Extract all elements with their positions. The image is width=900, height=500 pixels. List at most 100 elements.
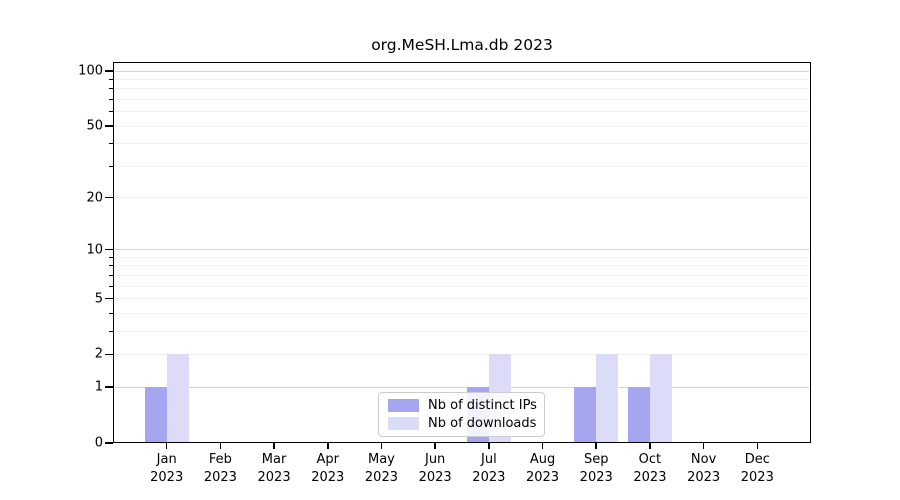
x-tick-month: Dec bbox=[744, 452, 770, 467]
y-tick bbox=[105, 386, 113, 388]
y-tick bbox=[105, 125, 113, 127]
x-tick-year: 2023 bbox=[257, 470, 291, 485]
legend-swatch-distinct-ips bbox=[388, 399, 419, 412]
gridline-minor bbox=[115, 256, 809, 258]
x-tick-month: Jun bbox=[424, 452, 446, 467]
gridline-minor bbox=[115, 88, 809, 90]
x-tick-month: May bbox=[368, 452, 395, 467]
gridline-minor bbox=[115, 312, 809, 314]
y-minor-tick bbox=[109, 165, 113, 167]
gridline-minor bbox=[115, 353, 809, 355]
gridline-major bbox=[115, 70, 809, 72]
bar-distinct-ips-jan bbox=[144, 387, 167, 443]
x-tick-label: Nov 2023 bbox=[672, 451, 736, 487]
x-tick-month: Nov bbox=[690, 452, 717, 467]
x-tick-label: Feb 2023 bbox=[188, 451, 252, 487]
x-tick-label: Dec 2023 bbox=[725, 451, 789, 487]
x-tick-month: Feb bbox=[208, 452, 232, 467]
gridline-minor bbox=[115, 125, 809, 127]
y-tick-label: 100 bbox=[78, 63, 103, 79]
x-tick-month: Mar bbox=[261, 452, 287, 467]
gridline-minor bbox=[115, 98, 809, 100]
x-tick-year: 2023 bbox=[311, 470, 345, 485]
x-tick bbox=[165, 443, 168, 449]
legend-item-distinct-ips: Nb of distinct IPs bbox=[388, 398, 538, 413]
x-tick-year: 2023 bbox=[364, 470, 398, 485]
y-minor-tick bbox=[109, 98, 113, 100]
x-tick-month: Apr bbox=[316, 452, 340, 467]
x-tick bbox=[380, 443, 383, 449]
y-minor-tick bbox=[109, 88, 113, 90]
legend-swatch-downloads bbox=[388, 417, 419, 430]
x-tick-label: Sep 2023 bbox=[564, 451, 628, 487]
gridline-major bbox=[115, 386, 809, 388]
y-tick bbox=[105, 70, 113, 72]
bar-downloads-sep bbox=[596, 354, 619, 443]
x-tick-year: 2023 bbox=[150, 470, 184, 485]
x-tick-year: 2023 bbox=[633, 470, 667, 485]
x-tick bbox=[434, 443, 436, 449]
x-tick-label: Jul 2023 bbox=[457, 451, 521, 487]
legend-label-distinct-ips: Nb of distinct IPs bbox=[428, 398, 537, 413]
gridline-minor bbox=[115, 165, 809, 167]
gridline-minor bbox=[115, 78, 809, 80]
y-tick bbox=[105, 353, 113, 356]
chart-title: org.MeSH.Lma.db 2023 bbox=[371, 36, 553, 54]
x-tick-month: Jul bbox=[481, 452, 497, 467]
y-minor-tick bbox=[109, 143, 113, 145]
y-minor-tick bbox=[109, 265, 113, 267]
legend-label-downloads: Nb of downloads bbox=[428, 416, 537, 431]
y-tick-label: 2 bbox=[94, 346, 103, 362]
x-tick-label: Oct 2023 bbox=[618, 451, 682, 487]
gridline-minor bbox=[115, 111, 809, 113]
y-tick bbox=[105, 248, 113, 251]
x-tick bbox=[756, 443, 759, 449]
x-tick-label: Jan 2023 bbox=[135, 451, 199, 487]
gridline-minor bbox=[115, 197, 809, 199]
x-tick-month: Oct bbox=[638, 452, 662, 467]
bar-downloads-jan bbox=[166, 354, 189, 443]
y-tick-label: 50 bbox=[86, 118, 103, 134]
y-minor-tick bbox=[109, 256, 113, 258]
gridline-minor bbox=[115, 265, 809, 267]
y-tick-label: 20 bbox=[86, 190, 103, 206]
x-tick bbox=[595, 443, 597, 449]
y-minor-tick bbox=[109, 78, 113, 80]
y-tick bbox=[105, 442, 113, 444]
y-minor-tick bbox=[109, 111, 113, 113]
x-tick bbox=[273, 443, 275, 449]
y-minor-tick bbox=[109, 274, 113, 276]
y-minor-tick bbox=[109, 312, 113, 314]
legend-item-downloads: Nb of downloads bbox=[388, 416, 538, 431]
x-tick-year: 2023 bbox=[418, 470, 452, 485]
x-tick-label: Apr 2023 bbox=[296, 451, 360, 487]
gridline-major bbox=[115, 249, 809, 251]
x-tick-year: 2023 bbox=[472, 470, 506, 485]
y-tick-label: 10 bbox=[86, 242, 103, 258]
x-tick-label: Aug 2023 bbox=[511, 451, 575, 487]
y-tick-label: 5 bbox=[94, 291, 103, 307]
gridline-minor bbox=[115, 330, 809, 332]
bar-distinct-ips-sep bbox=[574, 387, 597, 443]
x-tick-label: Jun 2023 bbox=[403, 451, 467, 487]
gridline-minor bbox=[115, 298, 809, 300]
x-tick-year: 2023 bbox=[525, 470, 560, 485]
x-tick bbox=[327, 443, 329, 449]
y-minor-tick bbox=[109, 285, 113, 287]
x-tick-year: 2023 bbox=[687, 470, 721, 485]
x-tick-year: 2023 bbox=[740, 470, 774, 485]
x-tick-month: Aug bbox=[529, 452, 556, 467]
gridline-minor bbox=[115, 143, 809, 145]
y-tick-label: 0 bbox=[94, 435, 103, 451]
x-tick bbox=[649, 443, 651, 449]
x-tick bbox=[541, 443, 544, 449]
y-tick bbox=[105, 297, 113, 300]
x-tick-label: Mar 2023 bbox=[242, 451, 306, 487]
y-minor-tick bbox=[109, 330, 113, 332]
x-tick bbox=[219, 443, 222, 449]
y-tick-label: 1 bbox=[94, 379, 103, 395]
x-tick-year: 2023 bbox=[203, 470, 237, 485]
x-tick-month: Sep bbox=[583, 452, 609, 467]
legend: Nb of distinct IPs Nb of downloads bbox=[378, 392, 545, 437]
